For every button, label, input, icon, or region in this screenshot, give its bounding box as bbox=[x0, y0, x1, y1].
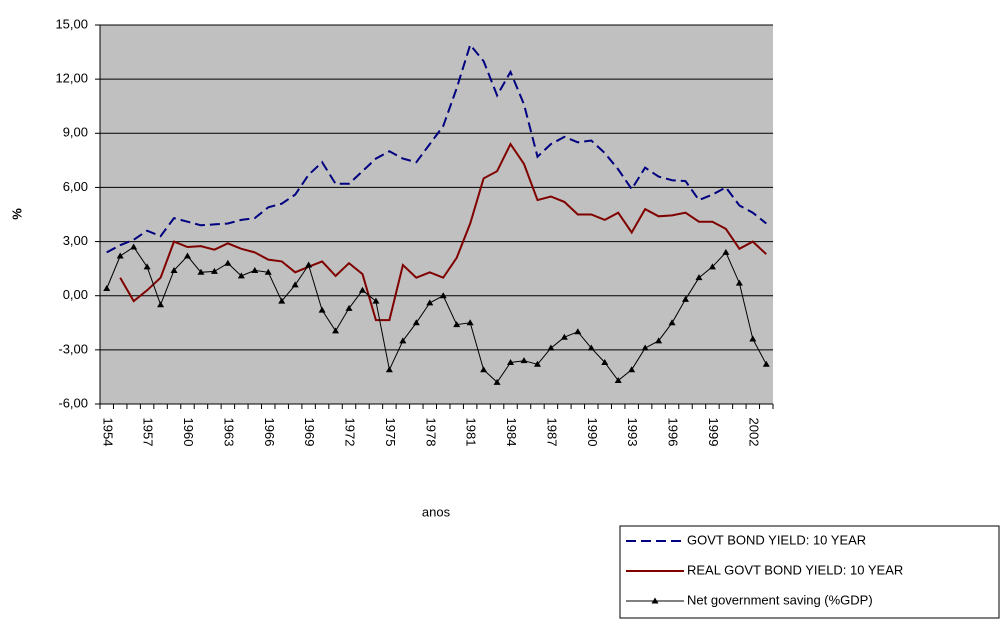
marker bbox=[762, 360, 770, 367]
legend-marker bbox=[651, 597, 659, 604]
marker bbox=[520, 357, 528, 364]
x-tick-label: 1996 bbox=[666, 418, 681, 447]
marker bbox=[601, 358, 609, 365]
marker bbox=[533, 360, 541, 367]
marker bbox=[170, 266, 178, 273]
marker bbox=[157, 301, 165, 308]
x-tick-label: 1993 bbox=[625, 418, 640, 447]
marker bbox=[372, 297, 380, 304]
marker bbox=[426, 299, 434, 306]
marker bbox=[507, 358, 515, 365]
marker bbox=[749, 335, 757, 342]
marker bbox=[116, 252, 124, 259]
marker bbox=[237, 272, 245, 279]
marker bbox=[251, 266, 259, 273]
marker bbox=[466, 319, 474, 326]
marker bbox=[197, 268, 205, 275]
marker bbox=[682, 295, 690, 302]
marker bbox=[143, 263, 151, 270]
legend-label: REAL GOVT BOND YIELD: 10 YEAR bbox=[687, 562, 903, 577]
x-tick-label: 1978 bbox=[423, 418, 438, 447]
marker bbox=[574, 328, 582, 335]
marker bbox=[708, 263, 716, 270]
y-tick-label: -3,00 bbox=[58, 341, 88, 356]
x-tick-label: 1987 bbox=[544, 418, 559, 447]
marker bbox=[439, 292, 447, 299]
marker bbox=[412, 319, 420, 326]
x-tick-label: 1957 bbox=[141, 418, 156, 447]
marker bbox=[655, 337, 663, 344]
marker bbox=[278, 297, 286, 304]
marker bbox=[291, 281, 299, 288]
x-tick-label: 1999 bbox=[706, 418, 721, 447]
y-tick-label: 12,00 bbox=[55, 71, 88, 86]
marker bbox=[345, 304, 353, 311]
marker bbox=[722, 248, 730, 255]
y-axis-title: % bbox=[9, 208, 24, 220]
y-tick-label: 9,00 bbox=[63, 125, 88, 140]
x-tick-label: 1972 bbox=[343, 418, 358, 447]
marker bbox=[641, 344, 649, 351]
marker bbox=[332, 327, 340, 334]
marker bbox=[735, 279, 743, 286]
x-tick-label: 1963 bbox=[221, 418, 236, 447]
marker bbox=[399, 337, 407, 344]
marker bbox=[103, 284, 111, 291]
marker bbox=[305, 261, 313, 268]
marker bbox=[587, 344, 595, 351]
marker bbox=[560, 333, 568, 340]
marker bbox=[183, 252, 191, 259]
y-tick-label: 15,00 bbox=[55, 16, 88, 31]
marker bbox=[210, 267, 218, 274]
x-tick-label: 2002 bbox=[746, 418, 761, 447]
marker bbox=[130, 243, 138, 250]
series-line bbox=[106, 42, 767, 254]
y-tick-label: -6,00 bbox=[58, 395, 88, 410]
x-tick-label: 1966 bbox=[262, 418, 277, 447]
legend-label: Net government saving (%GDP) bbox=[687, 592, 873, 607]
x-tick-label: 1990 bbox=[585, 418, 600, 447]
x-tick-label: 1960 bbox=[181, 418, 196, 447]
marker bbox=[628, 366, 636, 373]
series-line bbox=[119, 142, 767, 322]
marker bbox=[264, 268, 272, 275]
marker bbox=[493, 378, 501, 385]
marker bbox=[318, 306, 326, 313]
y-tick-label: 6,00 bbox=[63, 179, 88, 194]
marker bbox=[695, 274, 703, 281]
marker bbox=[453, 321, 461, 328]
x-tick-label: 1981 bbox=[464, 418, 479, 447]
marker bbox=[358, 286, 366, 293]
x-tick-label: 1975 bbox=[383, 418, 398, 447]
y-tick-label: 0,00 bbox=[63, 287, 88, 302]
y-tick-label: 3,00 bbox=[63, 233, 88, 248]
x-tick-label: 1969 bbox=[302, 418, 317, 447]
plot-area bbox=[100, 25, 773, 404]
x-axis-title: anos bbox=[422, 504, 451, 519]
marker bbox=[480, 366, 488, 373]
marker bbox=[224, 259, 232, 266]
marker bbox=[547, 344, 555, 351]
legend-label: GOVT BOND YIELD: 10 YEAR bbox=[687, 532, 866, 547]
marker bbox=[614, 377, 622, 384]
marker bbox=[385, 366, 393, 373]
x-tick-label: 1984 bbox=[504, 418, 519, 447]
x-tick-label: 1954 bbox=[100, 418, 115, 447]
marker bbox=[668, 319, 676, 326]
